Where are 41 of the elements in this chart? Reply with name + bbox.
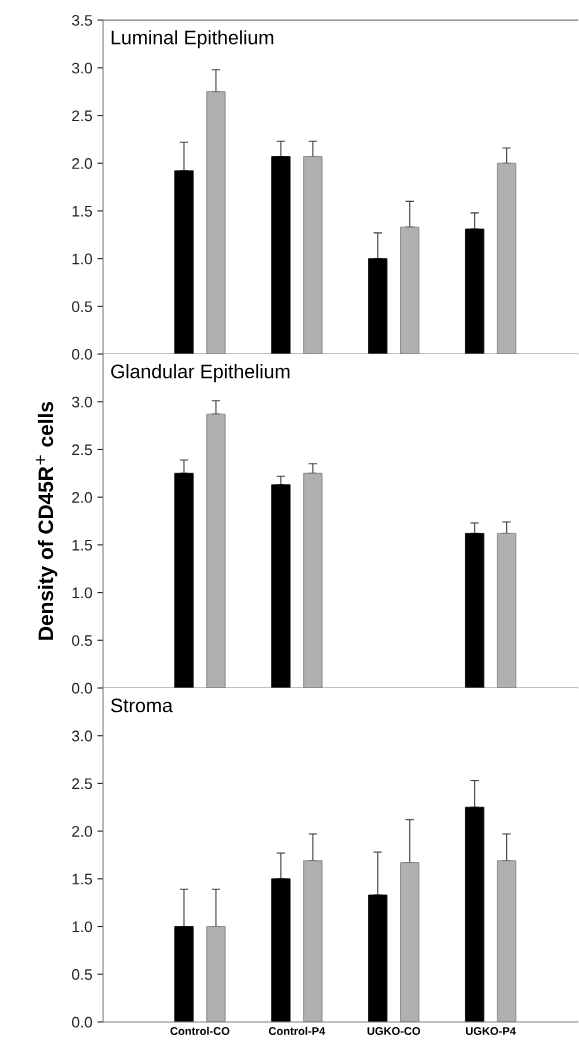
y-tick-label: 3.5	[71, 14, 93, 26]
chart-title: Glandular Epithelium	[111, 364, 290, 383]
bar	[465, 806, 485, 1022]
y-tick-label: 2.5	[72, 778, 93, 790]
x-tick-label: UGKO-P4	[465, 1027, 516, 1035]
chart-title: Luminal Epithelium	[111, 30, 274, 49]
y-tick-label: 2.0	[72, 492, 93, 503]
y-tick-label: 0.0	[72, 1016, 93, 1028]
bar	[174, 926, 194, 1022]
bar	[271, 156, 291, 355]
bar	[174, 170, 194, 355]
x-tick-label: UGKO-CO	[367, 1027, 421, 1035]
y-tick-label: 2.5	[72, 110, 93, 122]
x-tick-label: Control-P4	[268, 1026, 326, 1035]
y-tick-label: 2.5	[72, 444, 93, 456]
y-tick-label: 3.0	[71, 62, 93, 74]
y-tick-label: 0.0	[72, 682, 93, 694]
bar	[271, 484, 291, 688]
bar	[368, 894, 388, 1022]
y-tick-label: 0.5	[72, 301, 93, 313]
y-tick-label: 1.5	[72, 873, 93, 885]
y-tick-label: 1.0	[72, 921, 93, 933]
bar	[174, 472, 194, 688]
y-axis-title: Density of CD45R$^{+}$ cells	[35, 401, 58, 640]
y-tick-label: 1.5	[72, 539, 93, 551]
y-tick-label: 1.5	[72, 205, 93, 217]
y-tick-label: 0.0	[72, 348, 93, 360]
y-tick-label: 1.0	[72, 253, 93, 265]
y-tick-label: 0.5	[72, 969, 93, 980]
bar	[271, 878, 291, 1022]
y-tick-label: 1.0	[72, 587, 93, 599]
chart-title: Stroma	[111, 698, 173, 713]
bar	[465, 228, 485, 355]
y-tick-label: 0.5	[72, 635, 93, 646]
bar	[465, 533, 485, 688]
y-tick-label: 2.0	[72, 158, 93, 169]
bar	[368, 258, 388, 355]
x-tick-label: Control-CO	[170, 1026, 230, 1035]
y-tick-label: 2.0	[72, 825, 93, 837]
y-tick-label: 3.0	[71, 396, 93, 408]
y-tick-label: 3.0	[71, 730, 93, 742]
